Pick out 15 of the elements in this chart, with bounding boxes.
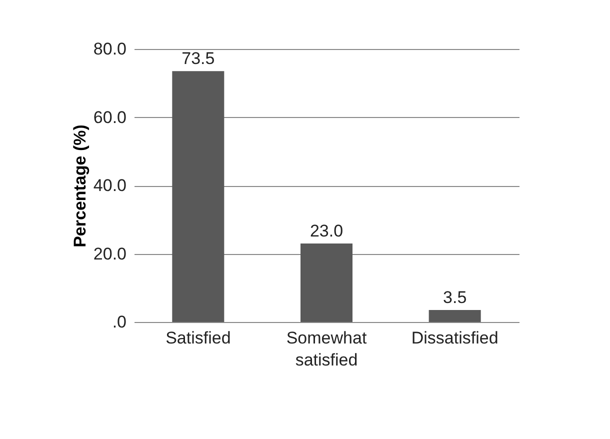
bar <box>428 310 481 322</box>
x-tick-label: Dissatisfied <box>411 328 498 348</box>
y-tick-label: 20.0 <box>93 244 126 264</box>
y-tick-label: 80.0 <box>93 40 126 58</box>
data-label: 73.5 <box>182 49 215 68</box>
bar <box>300 244 352 322</box>
y-axis-title: Percentage (%) <box>70 124 90 248</box>
y-tick-label: 40.0 <box>93 176 126 195</box>
y-tick-label: 60.0 <box>93 108 126 127</box>
data-label: 3.5 <box>443 288 467 308</box>
bar <box>172 71 224 322</box>
y-tick-label: .0 <box>112 312 126 332</box>
data-label: 23.0 <box>310 222 344 241</box>
x-tick-label: Somewhat satisfied <box>286 328 367 370</box>
x-tick-label: Satisfied <box>166 328 231 348</box>
